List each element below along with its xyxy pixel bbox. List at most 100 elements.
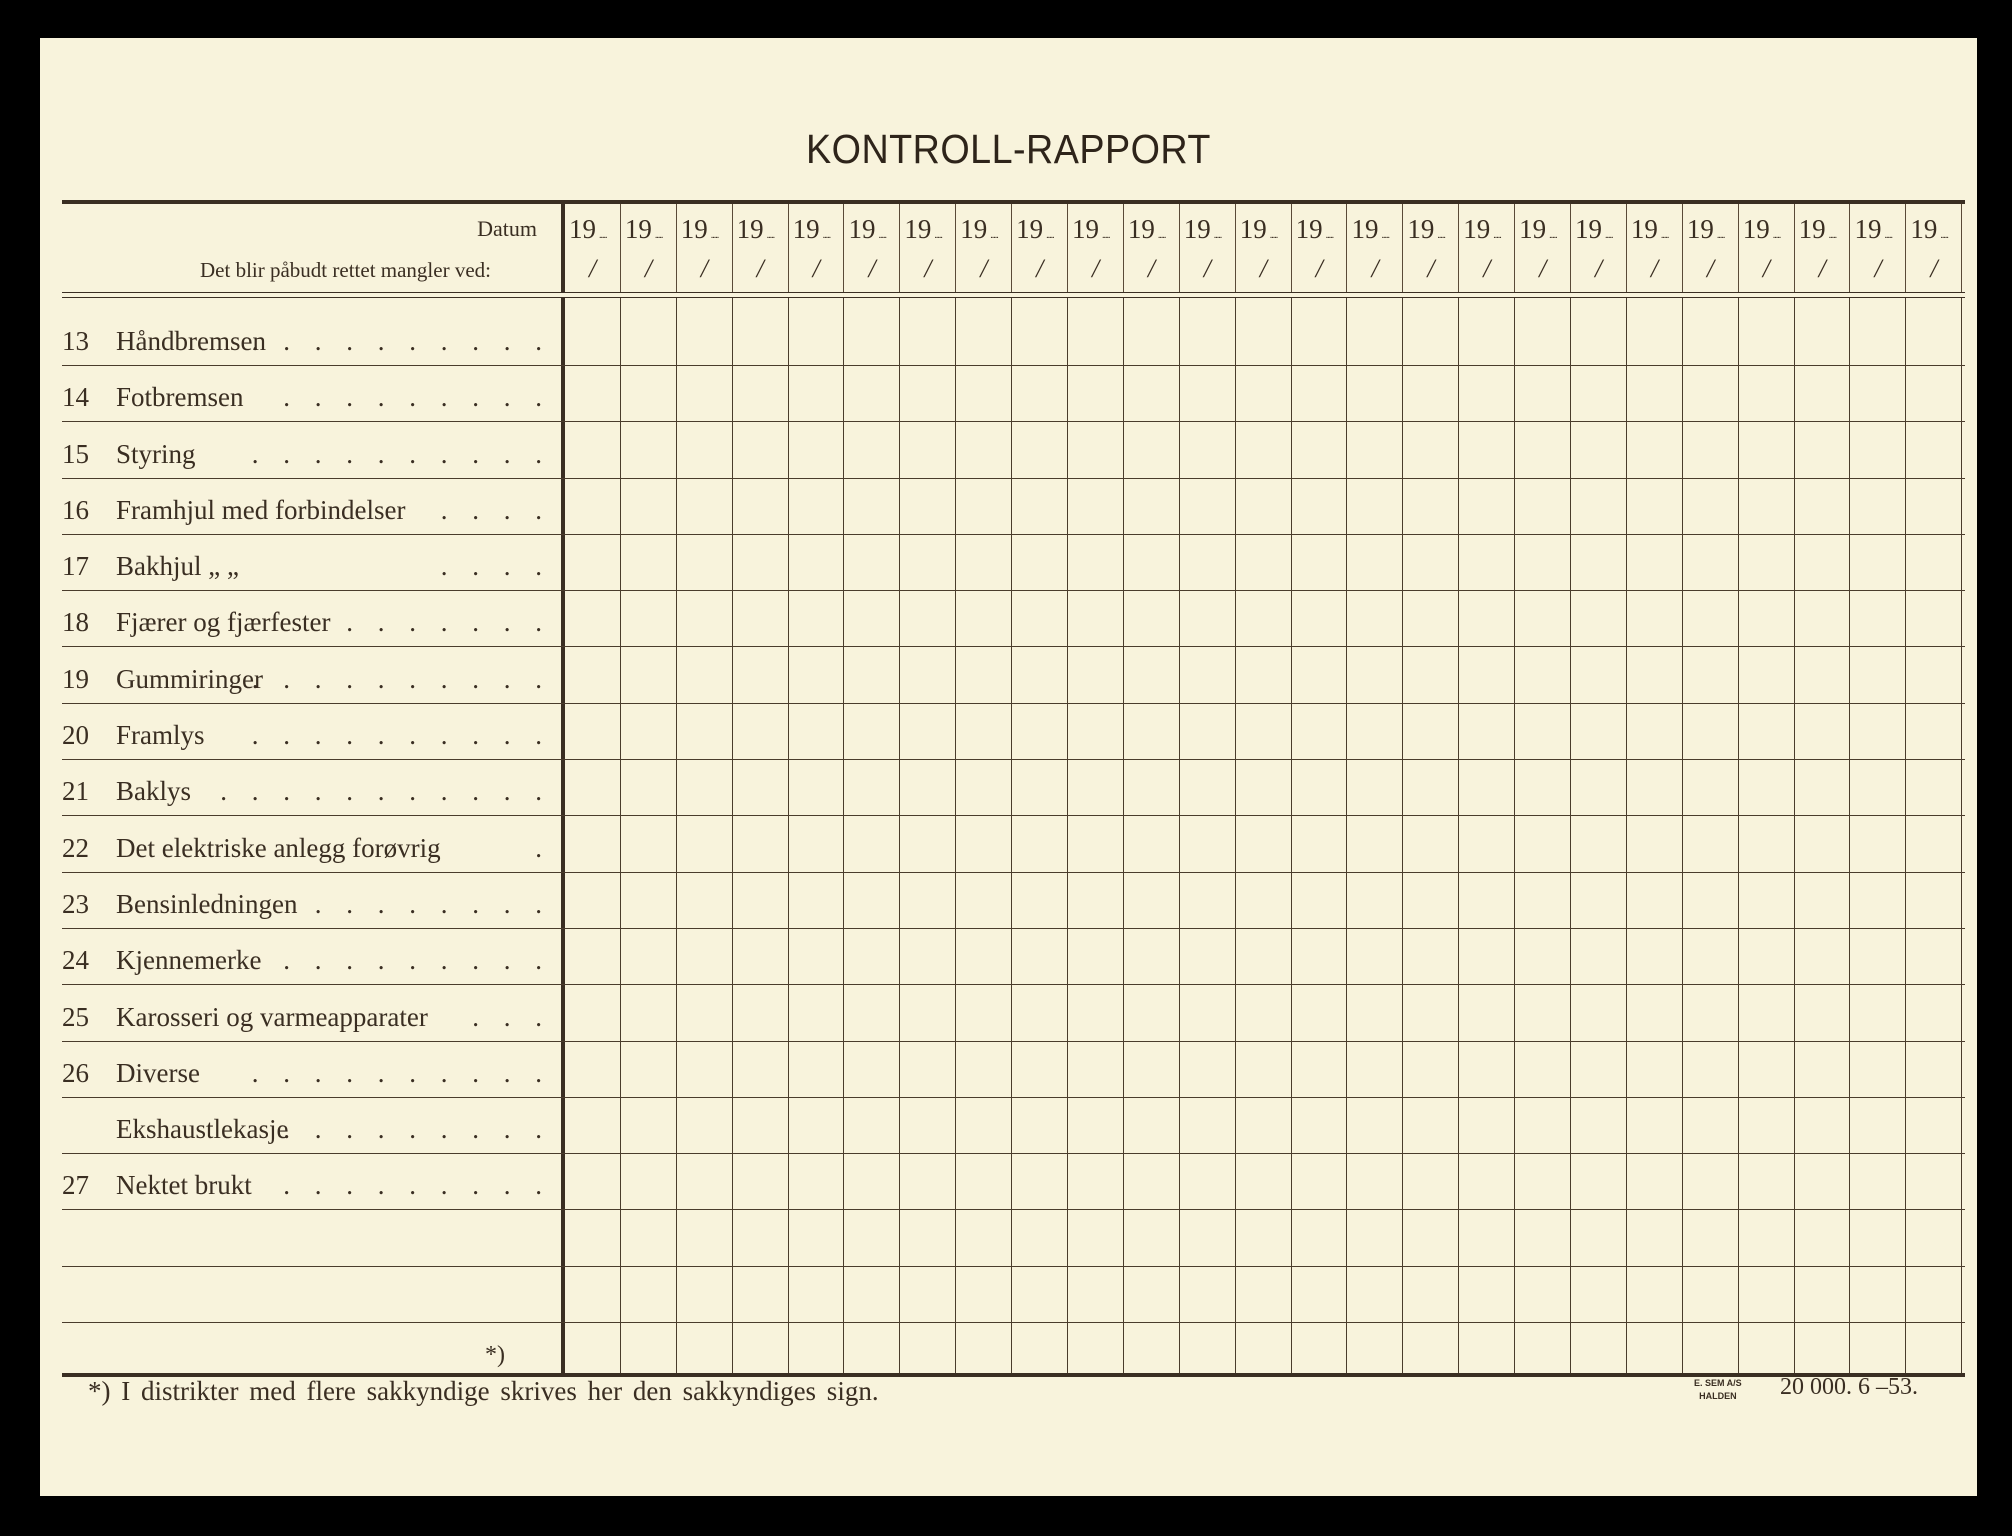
check-cell[interactable] [1683,1210,1739,1266]
check-cell[interactable] [1571,985,1627,1041]
check-cell[interactable] [1795,703,1851,760]
check-cell[interactable] [1012,1041,1069,1097]
check-cell[interactable] [1459,816,1516,872]
check-cell[interactable] [733,422,789,478]
check-cell[interactable] [1347,1210,1404,1266]
check-cell[interactable] [1459,1266,1516,1323]
check-cell[interactable] [1068,1323,1124,1374]
check-cell[interactable] [1459,872,1516,928]
check-cell[interactable] [1236,534,1292,591]
check-cell[interactable] [956,366,1013,422]
check-cell[interactable] [1459,647,1516,703]
check-cell[interactable] [1347,1266,1404,1323]
check-cell[interactable] [1347,534,1404,591]
check-cell[interactable] [621,478,677,534]
check-cell[interactable] [733,703,789,760]
check-cell[interactable] [1850,816,1907,872]
check-cell[interactable] [1347,422,1404,478]
check-cell[interactable] [1459,534,1516,591]
check-cell[interactable] [1627,872,1683,928]
check-cell[interactable] [844,1154,901,1210]
check-cell[interactable] [1012,872,1069,928]
check-cell[interactable] [1124,1154,1180,1210]
check-cell[interactable] [1627,1266,1683,1323]
check-cell[interactable] [1571,1154,1627,1210]
check-cell[interactable] [1795,366,1851,422]
check-cell[interactable] [1292,647,1348,703]
check-cell[interactable] [565,647,621,703]
check-cell[interactable] [1906,478,1963,534]
check-cell[interactable] [1683,985,1739,1041]
check-cell[interactable] [1180,872,1236,928]
check-cell[interactable] [1236,591,1292,647]
check-cell[interactable] [1683,1041,1739,1097]
check-cell[interactable] [844,422,901,478]
check-cell[interactable] [1683,760,1739,816]
check-cell[interactable] [1292,985,1348,1041]
check-cell[interactable] [1236,1097,1292,1154]
check-cell[interactable] [1739,1154,1795,1210]
check-cell[interactable] [1627,985,1683,1041]
check-cell[interactable] [677,1097,733,1154]
check-cell[interactable] [1739,1097,1795,1154]
check-cell[interactable] [956,591,1013,647]
check-cell[interactable] [1906,1041,1963,1097]
check-cell[interactable] [621,703,677,760]
check-cell[interactable] [900,422,957,478]
check-cell[interactable] [1683,1323,1739,1374]
check-cell[interactable] [1739,478,1795,534]
check-cell[interactable] [1403,1266,1460,1323]
check-cell[interactable] [1795,1323,1851,1374]
check-cell[interactable] [844,1323,901,1374]
check-cell[interactable] [1012,1097,1069,1154]
check-cell[interactable] [789,928,845,985]
check-cell[interactable] [1068,591,1124,647]
check-cell[interactable] [900,703,957,760]
check-cell[interactable] [1124,1266,1180,1323]
check-cell[interactable] [844,1210,901,1266]
check-cell[interactable] [1236,816,1292,872]
check-cell[interactable] [1906,647,1963,703]
check-cell[interactable] [1180,647,1236,703]
check-cell[interactable] [1012,298,1069,365]
check-cell[interactable] [1403,872,1460,928]
check-cell[interactable] [1571,298,1627,365]
check-cell[interactable] [1347,478,1404,534]
check-cell[interactable] [1906,366,1963,422]
check-cell[interactable] [1795,422,1851,478]
check-cell[interactable] [1571,816,1627,872]
check-cell[interactable] [1403,1041,1460,1097]
check-cell[interactable] [1180,534,1236,591]
check-cell[interactable] [1515,298,1572,365]
check-cell[interactable] [1459,703,1516,760]
check-cell[interactable] [900,1323,957,1374]
check-cell[interactable] [1739,1210,1795,1266]
check-cell[interactable] [677,1266,733,1323]
check-cell[interactable] [1571,872,1627,928]
check-cell[interactable] [1627,422,1683,478]
check-cell[interactable] [1571,422,1627,478]
check-cell[interactable] [733,1323,789,1374]
check-cell[interactable] [1012,478,1069,534]
check-cell[interactable] [844,872,901,928]
check-cell[interactable] [733,366,789,422]
check-cell[interactable] [621,366,677,422]
check-cell[interactable] [1180,1323,1236,1374]
check-cell[interactable] [1627,928,1683,985]
check-cell[interactable] [1124,478,1180,534]
check-cell[interactable] [956,1266,1013,1323]
check-cell[interactable] [1739,591,1795,647]
check-cell[interactable] [1515,1210,1572,1266]
check-cell[interactable] [621,534,677,591]
check-cell[interactable] [1795,1210,1851,1266]
check-cell[interactable] [565,1210,621,1266]
check-cell[interactable] [1571,478,1627,534]
check-cell[interactable] [1515,703,1572,760]
check-cell[interactable] [1012,591,1069,647]
check-cell[interactable] [1068,1266,1124,1323]
check-cell[interactable] [1236,1210,1292,1266]
check-cell[interactable] [1515,534,1572,591]
check-cell[interactable] [1124,298,1180,365]
check-cell[interactable] [677,703,733,760]
check-cell[interactable] [1850,1097,1907,1154]
